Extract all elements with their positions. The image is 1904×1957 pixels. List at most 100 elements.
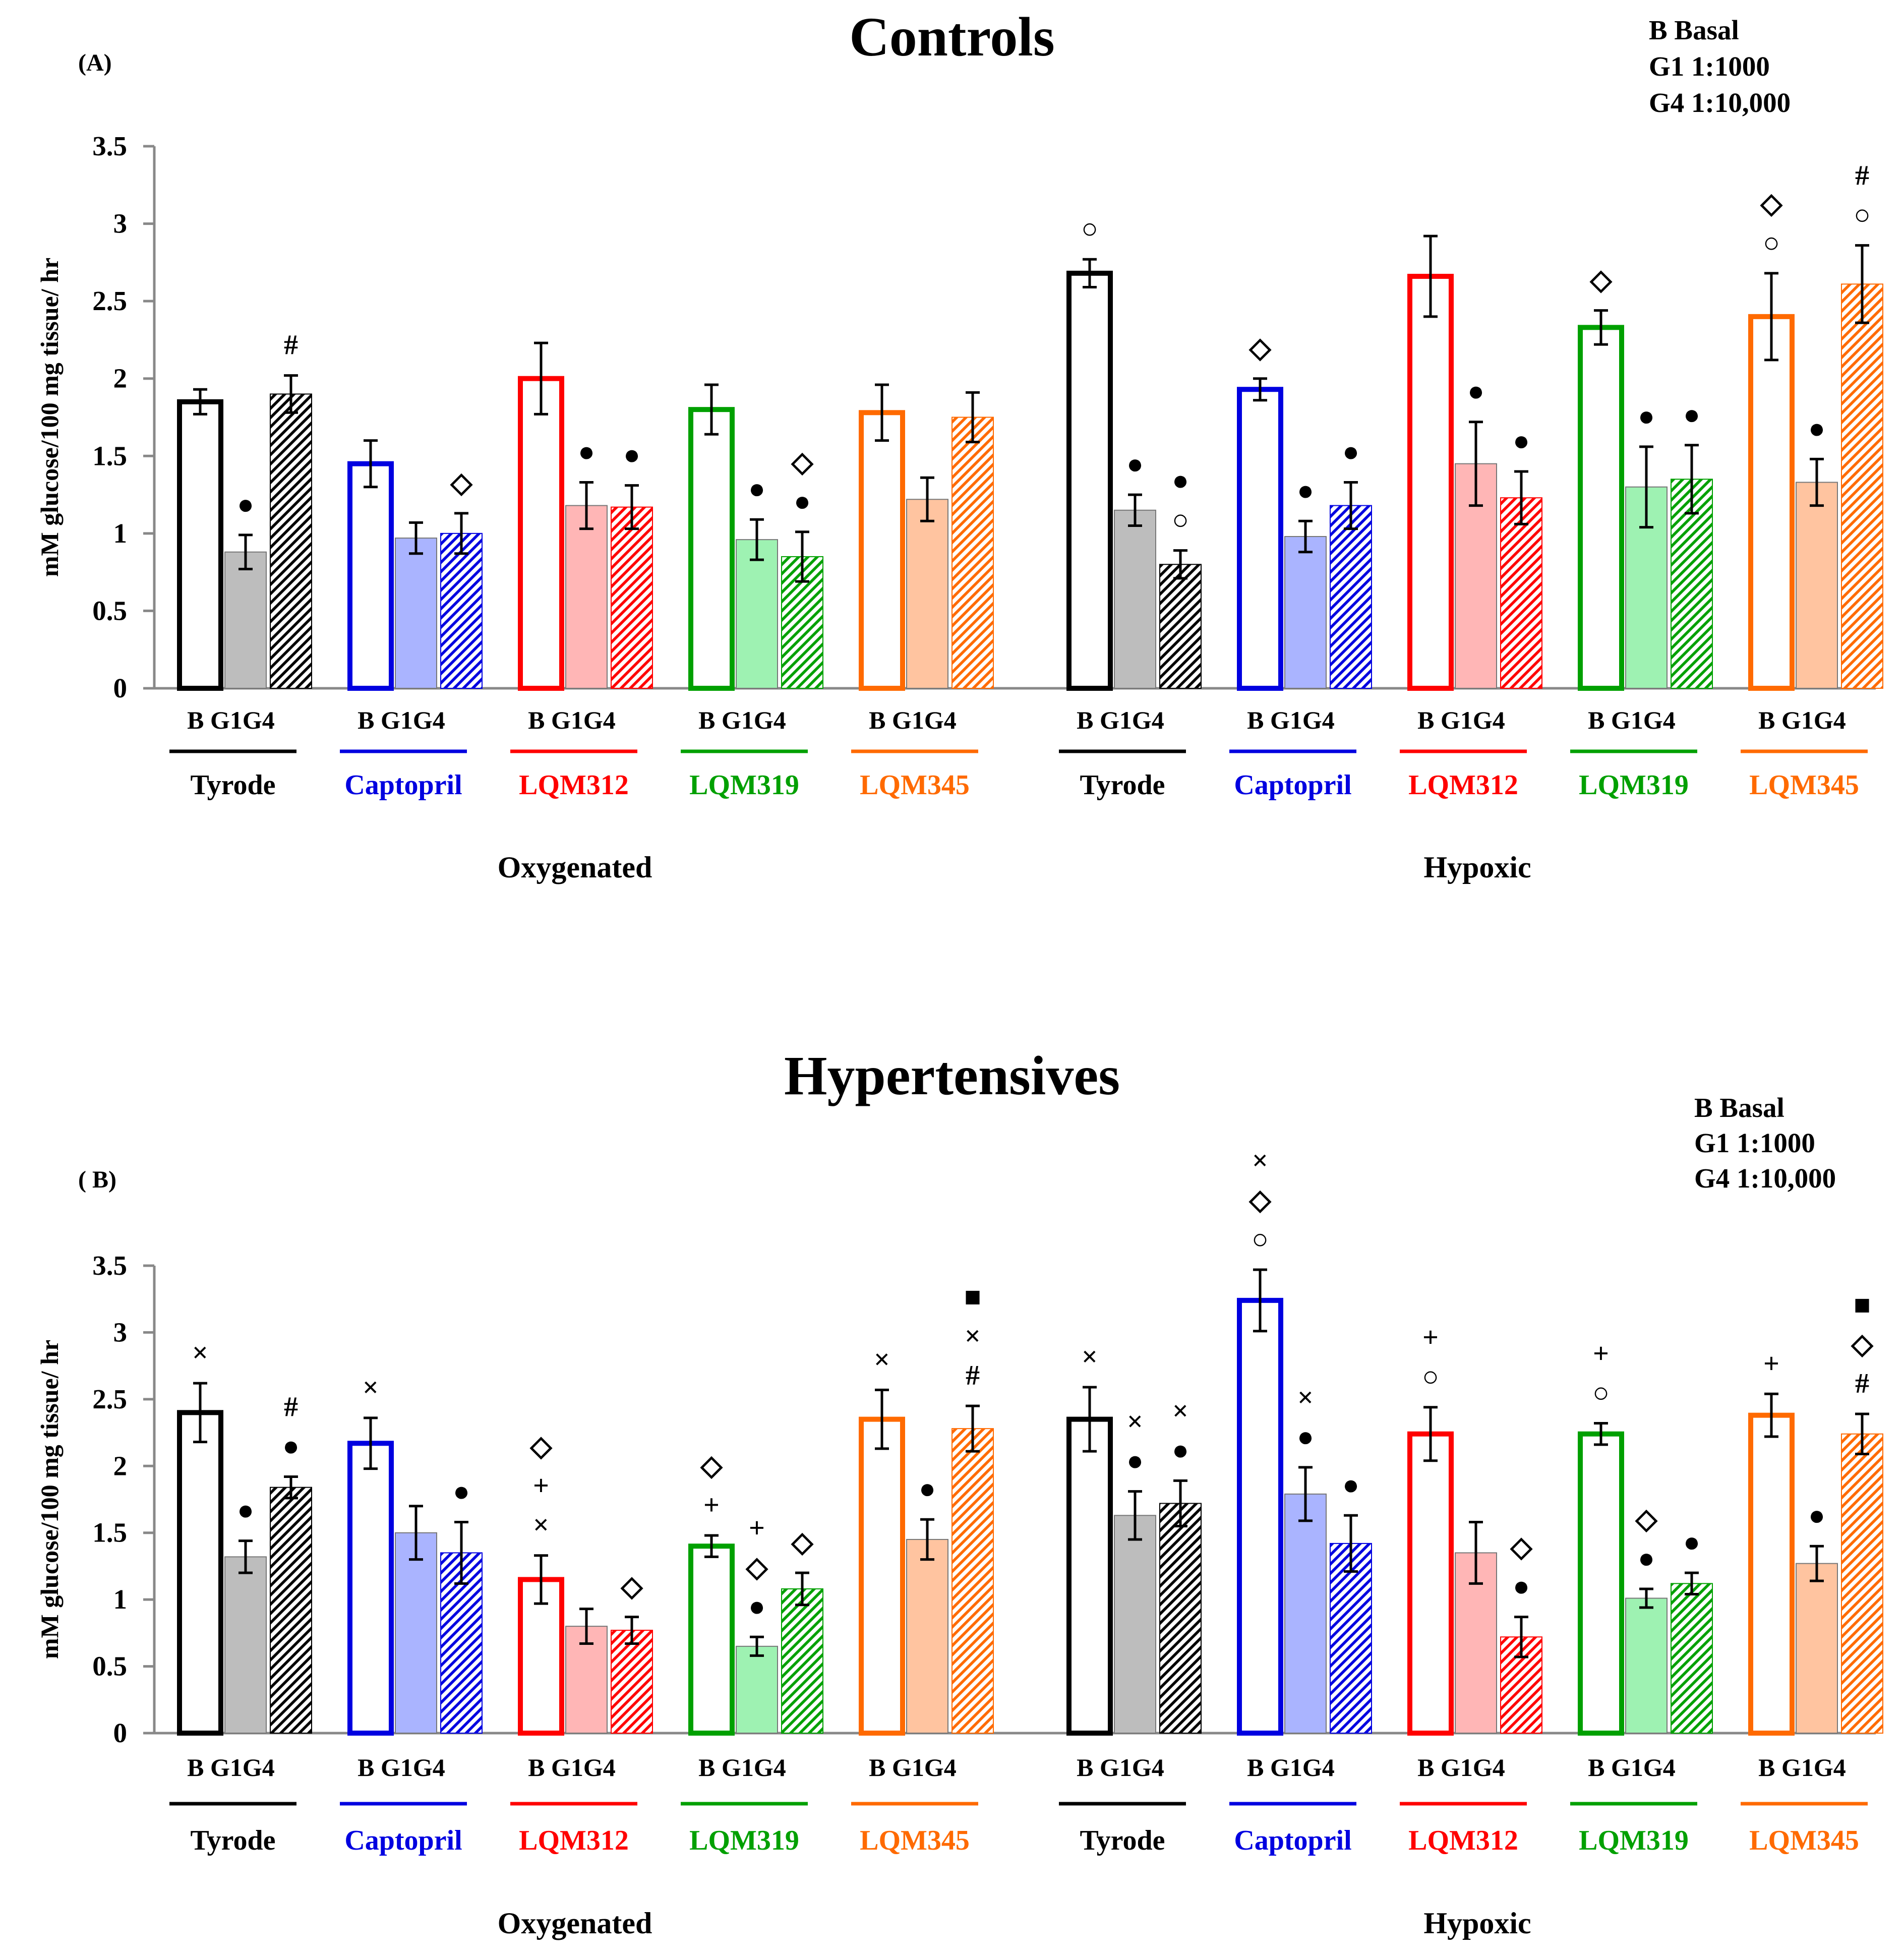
bar-lqm312-oxygenated-b: [518, 1577, 564, 1736]
bar-tyrode-oxygenated-g4: [270, 1487, 312, 1734]
bar-lqm319-hypoxic-g4: [1671, 479, 1713, 689]
bar-captopril-hypoxic-g4: [1330, 505, 1372, 689]
significance-mark: ◇: [1248, 1184, 1272, 1216]
significance-mark: ●: [748, 473, 765, 505]
significance-mark: ■: [964, 1281, 981, 1313]
drug-label: LQM312: [519, 769, 629, 801]
bar-tyrode-hypoxic-g4: [1159, 1503, 1202, 1734]
significance-mark: ○: [1252, 1224, 1269, 1255]
significance-mark: ◇: [1248, 333, 1272, 364]
significance-mark: ●: [1808, 1500, 1825, 1531]
condition-labels: B G1G4: [1417, 1753, 1505, 1782]
significance-mark: #: [1855, 1368, 1869, 1399]
group-label: Oxygenated: [498, 851, 652, 884]
significance-mark: ●: [237, 1495, 254, 1526]
significance-mark: +: [1763, 1348, 1779, 1379]
significance-mark: ●: [282, 1431, 300, 1462]
bar-tyrode-oxygenated-g1: [224, 1556, 267, 1734]
bar-lqm312-oxygenated-b: [518, 376, 564, 691]
y-tick-label: 3.5: [92, 131, 127, 161]
condition-labels: B G1G4: [1247, 706, 1335, 734]
drug-label: LQM312: [1408, 769, 1518, 801]
significance-mark: ×: [1127, 1406, 1143, 1438]
significance-mark: ×: [1172, 1395, 1188, 1427]
y-tick-label: 0.5: [92, 595, 127, 626]
drug-label: Captopril: [1234, 1825, 1351, 1856]
significance-mark: +: [1593, 1338, 1609, 1370]
bar-lqm345-oxygenated-b: [859, 1416, 905, 1736]
condition-labels: B G1G4: [358, 706, 445, 734]
significance-mark: ×: [1082, 1341, 1098, 1373]
bar-lqm319-oxygenated-b: [688, 1544, 735, 1736]
condition-labels: B G1G4: [698, 1753, 786, 1782]
bar-lqm345-hypoxic-g1: [1796, 482, 1838, 689]
condition-labels: B G1G4: [1588, 1753, 1676, 1782]
significance-mark: #: [284, 330, 298, 361]
bar-lqm319-hypoxic-b: [1578, 325, 1624, 691]
drug-label: LQM312: [1408, 1825, 1518, 1856]
significance-mark: ◇: [790, 1527, 814, 1558]
legend-entry: G1 1:1000: [1694, 1128, 1815, 1158]
condition-labels: B G1G4: [1758, 706, 1846, 734]
y-tick-label: 1: [113, 518, 128, 549]
drug-label: Tyrode: [1080, 769, 1165, 801]
significance-mark: ×: [965, 1321, 981, 1352]
drug-label: Captopril: [1234, 769, 1351, 801]
group-label: Hypoxic: [1423, 1907, 1531, 1940]
significance-mark: ●: [1513, 1571, 1530, 1603]
y-tick-label: 1: [113, 1584, 128, 1615]
significance-mark: ●: [1297, 1421, 1314, 1453]
y-axis-label: mM glucose/100 mg tissue/ hr: [35, 1340, 64, 1659]
significance-mark: ◇: [1589, 265, 1613, 296]
bar-lqm345-oxygenated-g4: [951, 417, 994, 689]
bar-captopril-oxygenated-g4: [440, 1552, 483, 1734]
y-tick-label: 2: [113, 363, 128, 394]
significance-mark: +: [533, 1470, 549, 1502]
y-tick-label: 0: [113, 673, 128, 703]
bar-lqm345-oxygenated-b: [859, 410, 905, 691]
legend-entry: G4 1:10,000: [1694, 1163, 1836, 1194]
bar-captopril-oxygenated-b: [347, 1441, 394, 1736]
chart-title: Controls: [849, 6, 1054, 68]
bar-lqm312-oxygenated-g4: [611, 506, 653, 689]
significance-mark: ●: [453, 1476, 470, 1508]
significance-mark: ●: [794, 486, 811, 517]
bar-lqm312-hypoxic-b: [1407, 274, 1454, 691]
drug-label: LQM319: [689, 769, 799, 801]
significance-mark: ×: [1297, 1382, 1314, 1413]
group-label: Hypoxic: [1423, 851, 1531, 884]
condition-labels: B G1G4: [1588, 706, 1676, 734]
drug-label: Captopril: [344, 1825, 462, 1856]
bar-lqm319-hypoxic-g1: [1625, 1597, 1668, 1734]
y-tick-label: 3: [113, 208, 128, 239]
drug-label: LQM345: [1749, 769, 1859, 801]
significance-mark: ○: [1172, 505, 1189, 536]
group-label: Oxygenated: [498, 1907, 652, 1940]
bar-lqm345-hypoxic-g4: [1841, 283, 1883, 689]
bar-lqm319-hypoxic-g4: [1671, 1583, 1713, 1734]
drug-label: LQM319: [689, 1825, 799, 1856]
significance-mark: ●: [1342, 1469, 1359, 1501]
drug-label: LQM319: [1579, 769, 1689, 801]
bar-lqm345-oxygenated-g1: [906, 1538, 948, 1734]
significance-mark: ●: [1808, 413, 1825, 444]
significance-mark: +: [1422, 1322, 1439, 1353]
bar-tyrode-hypoxic-g1: [1114, 509, 1156, 689]
drug-label: LQM319: [1579, 1825, 1689, 1856]
drug-label: LQM345: [860, 1825, 970, 1856]
significance-mark: ■: [1854, 1289, 1871, 1321]
y-tick-label: 2.5: [92, 1384, 127, 1414]
y-tick-label: 1.5: [92, 1517, 127, 1548]
condition-labels: B G1G4: [869, 706, 957, 734]
bar-lqm319-oxygenated-b: [688, 407, 735, 691]
bar-captopril-hypoxic-b: [1237, 387, 1283, 691]
bar-tyrode-hypoxic-g4: [1159, 564, 1202, 689]
bar-captopril-hypoxic-g1: [1284, 536, 1327, 689]
bar-tyrode-hypoxic-g1: [1114, 1515, 1156, 1734]
bar-captopril-oxygenated-b: [347, 461, 394, 691]
significance-mark: ●: [1342, 437, 1359, 468]
significance-mark: ●: [623, 440, 640, 471]
significance-mark: ○: [1592, 1378, 1610, 1409]
condition-labels: B G1G4: [358, 1753, 445, 1782]
